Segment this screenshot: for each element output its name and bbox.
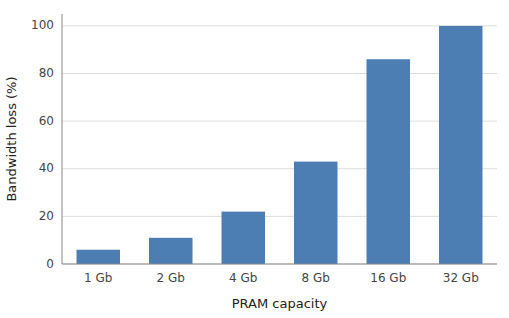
x-tick-label: 1 Gb [84,271,112,285]
grid-line [62,121,497,122]
grid-line [62,264,497,265]
bar [367,59,411,264]
bar [77,250,121,264]
y-axis-label: Bandwidth loss (%) [4,76,19,201]
x-tick-labels: 1 Gb 2 Gb 4 Gb 8 Gb 16 Gb 32 Gb [84,271,479,285]
y-grid [62,26,497,264]
y-tick-label: 60 [39,114,54,128]
bar [439,26,483,264]
chart-container: 0 20 40 60 80 100 1 Gb 2 Gb 4 Gb 8 Gb 16 Gb 32 Gb PR… [0,0,509,318]
y-axis-line [62,14,63,264]
bar [222,212,266,264]
grid-line [62,25,497,26]
x-axis-line [62,264,497,265]
bars [77,26,483,264]
y-tick-labels: 0 20 40 60 80 100 [31,18,54,270]
grid-line [62,168,497,169]
y-tick-label: 20 [39,209,54,223]
x-tick-label: 16 Gb [370,271,406,285]
grid-line [62,73,497,74]
x-tick-label: 4 Gb [229,271,257,285]
y-tick-label: 80 [39,66,54,80]
grid-line [62,216,497,217]
bar [294,162,338,264]
chart: 0 20 40 60 80 100 1 Gb 2 Gb 4 Gb 8 Gb 16 Gb 32 Gb PR… [0,0,509,318]
y-tick-label: 40 [39,161,54,175]
bar [149,238,193,264]
x-tick-label: 32 Gb [443,271,479,285]
page: {"chart_data": {"type": "bar", "categori… [0,0,509,318]
x-axis-label: PRAM capacity [232,296,328,311]
x-tick-label: 2 Gb [157,271,185,285]
y-tick-label: 0 [46,257,54,271]
y-tick-label: 100 [31,18,54,32]
x-tick-label: 8 Gb [302,271,330,285]
